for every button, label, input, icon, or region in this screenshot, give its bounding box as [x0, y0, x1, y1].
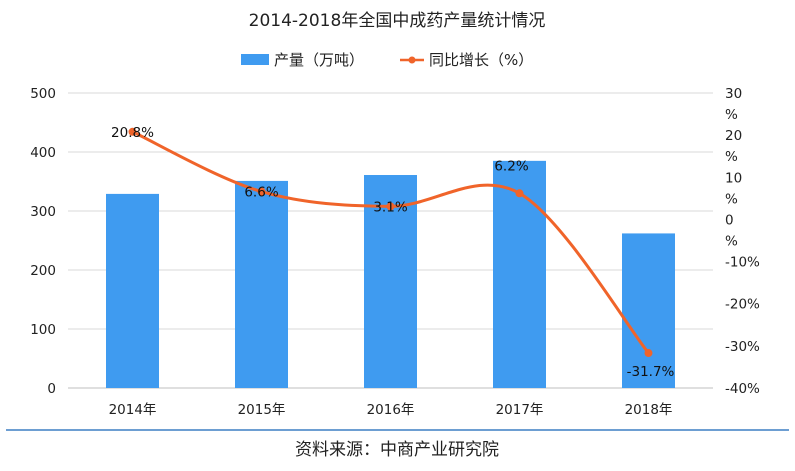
- bar: [235, 180, 288, 388]
- y-right-tick-label: 30: [725, 86, 742, 102]
- y-axis-left: 0 100 200 300 400 500: [30, 86, 56, 397]
- source-note: 资料来源：中商产业研究院: [295, 440, 499, 460]
- x-axis: 2014年 2015年 2016年 2017年 2018年: [109, 402, 673, 418]
- line-point: [644, 349, 653, 358]
- data-labels: 20.8% 6.6% 3.1% 6.2% -31.7%: [111, 125, 674, 380]
- y-right-tick-label: %: [725, 107, 738, 123]
- bar: [493, 160, 546, 388]
- line-point: [257, 187, 266, 196]
- growth-data-label: 6.2%: [494, 158, 528, 174]
- growth-data-label: 6.6%: [244, 185, 278, 201]
- y-right-tick-label: %: [725, 233, 738, 249]
- line-point: [128, 127, 137, 136]
- y-left-tick-label: 500: [30, 86, 56, 102]
- line-point: [386, 202, 395, 211]
- y-right-tick-label: -40%: [725, 381, 760, 397]
- legend: 产量（万吨） 同比增长（%）: [241, 51, 533, 69]
- growth-data-label: 20.8%: [111, 125, 154, 141]
- y-axis-right: 30% 20% 10% 0% -10% -20% -30% -40%: [725, 86, 760, 397]
- y-left-tick-label: 200: [30, 263, 56, 279]
- legend-bar-swatch: [241, 54, 269, 65]
- x-tick-label: 2018年: [625, 402, 673, 418]
- y-right-tick-label: -30%: [725, 339, 760, 355]
- y-right-tick-label: %: [725, 191, 738, 207]
- y-right-tick-label: -10%: [725, 255, 760, 271]
- growth-data-label: -31.7%: [627, 364, 675, 380]
- chart-title: 2014-2018年全国中成药产量统计情况: [249, 11, 546, 31]
- bar: [364, 175, 417, 388]
- bar: [106, 193, 159, 388]
- bar: [622, 233, 675, 388]
- legend-bar-label: 产量（万吨）: [274, 51, 364, 69]
- bar-series: [106, 160, 675, 388]
- x-tick-label: 2016年: [367, 402, 415, 418]
- y-left-tick-label: 0: [47, 381, 56, 397]
- legend-line-label: 同比增长（%）: [429, 51, 533, 69]
- y-right-tick-label: 0: [725, 212, 734, 228]
- line-series: [128, 127, 653, 358]
- growth-line: [131, 130, 650, 354]
- y-right-tick-label: 20: [725, 128, 742, 144]
- x-tick-label: 2015年: [238, 402, 286, 418]
- x-tick-label: 2014年: [109, 402, 157, 418]
- growth-data-label: 3.1%: [373, 199, 407, 215]
- line-point: [515, 189, 524, 198]
- y-left-tick-label: 100: [30, 322, 56, 338]
- x-tick-label: 2017年: [496, 402, 544, 418]
- y-right-tick-label: -20%: [725, 297, 760, 313]
- legend-line-marker: [408, 56, 416, 64]
- y-left-tick-label: 400: [30, 145, 56, 161]
- y-right-tick-label: %: [725, 149, 738, 165]
- y-right-tick-label: 10: [725, 170, 742, 186]
- y-left-tick-label: 300: [30, 204, 56, 220]
